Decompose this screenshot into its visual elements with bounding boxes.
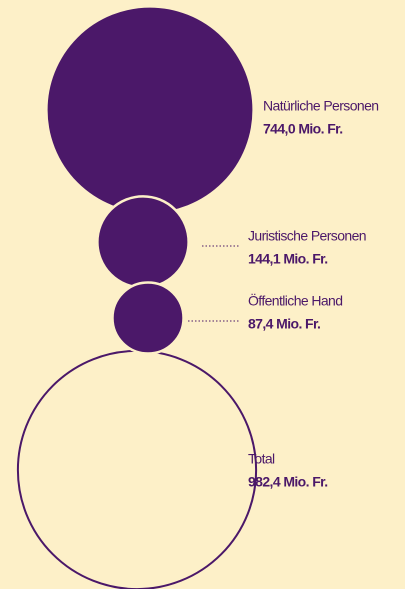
bubble-value: 744,0 Mio. Fr.: [263, 121, 343, 137]
bubble-value: 144,1 Mio. Fr.: [248, 251, 328, 267]
bubble: [45, 5, 255, 215]
bubble-name: Natürliche Personen: [263, 98, 378, 114]
bubble-name: Total: [248, 451, 275, 467]
bubble-value: 87,4 Mio. Fr.: [248, 316, 320, 332]
bubble: [96, 195, 190, 289]
bubble: [111, 281, 185, 355]
bubble-name: Öffentliche Hand: [248, 292, 342, 309]
bubble-name: Juristische Personen: [248, 228, 366, 244]
bubble-value: 982,4 Mio. Fr.: [248, 474, 328, 490]
